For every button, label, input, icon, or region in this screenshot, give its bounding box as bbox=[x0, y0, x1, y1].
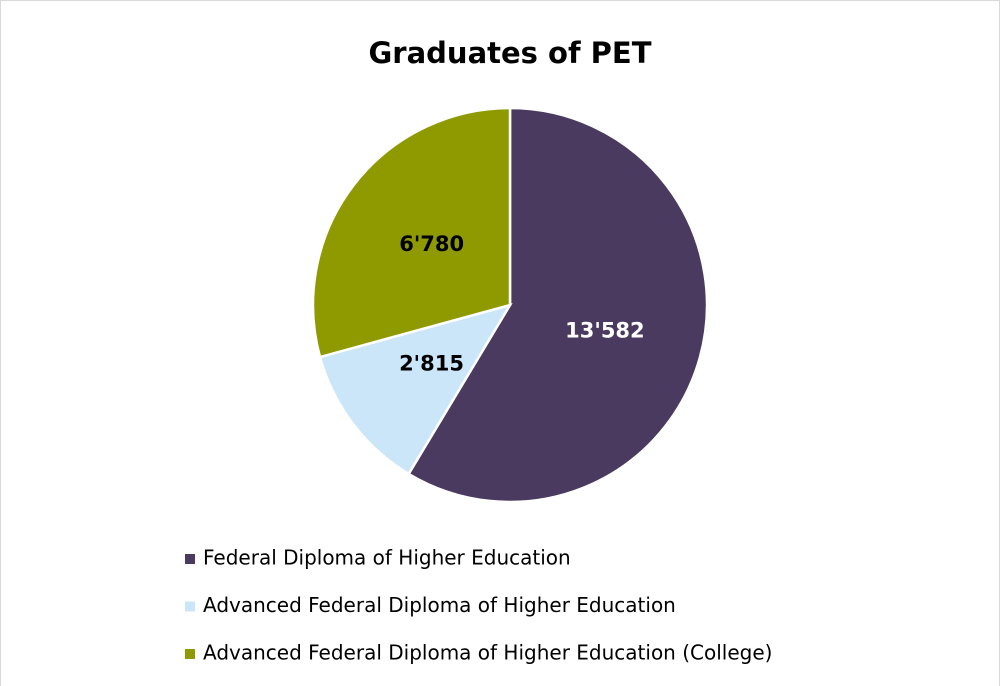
legend-label: Federal Diploma of Higher Education bbox=[203, 546, 571, 570]
pie-slice bbox=[318, 302, 513, 476]
legend-swatch bbox=[185, 601, 195, 612]
legend-label: Advanced Federal Diploma of Higher Educa… bbox=[203, 593, 676, 617]
data-label: 13'582 bbox=[565, 318, 645, 342]
data-label: 6'780 bbox=[399, 232, 464, 256]
data-label: 2'815 bbox=[399, 352, 464, 376]
chart-title: Graduates of PET bbox=[368, 36, 651, 70]
legend-swatch bbox=[185, 554, 195, 564]
legend-label: Advanced Federal Diploma of Higher Educa… bbox=[203, 641, 772, 665]
pie-slice bbox=[406, 106, 709, 504]
legend-swatch bbox=[185, 649, 195, 659]
pie-slice bbox=[311, 106, 512, 359]
